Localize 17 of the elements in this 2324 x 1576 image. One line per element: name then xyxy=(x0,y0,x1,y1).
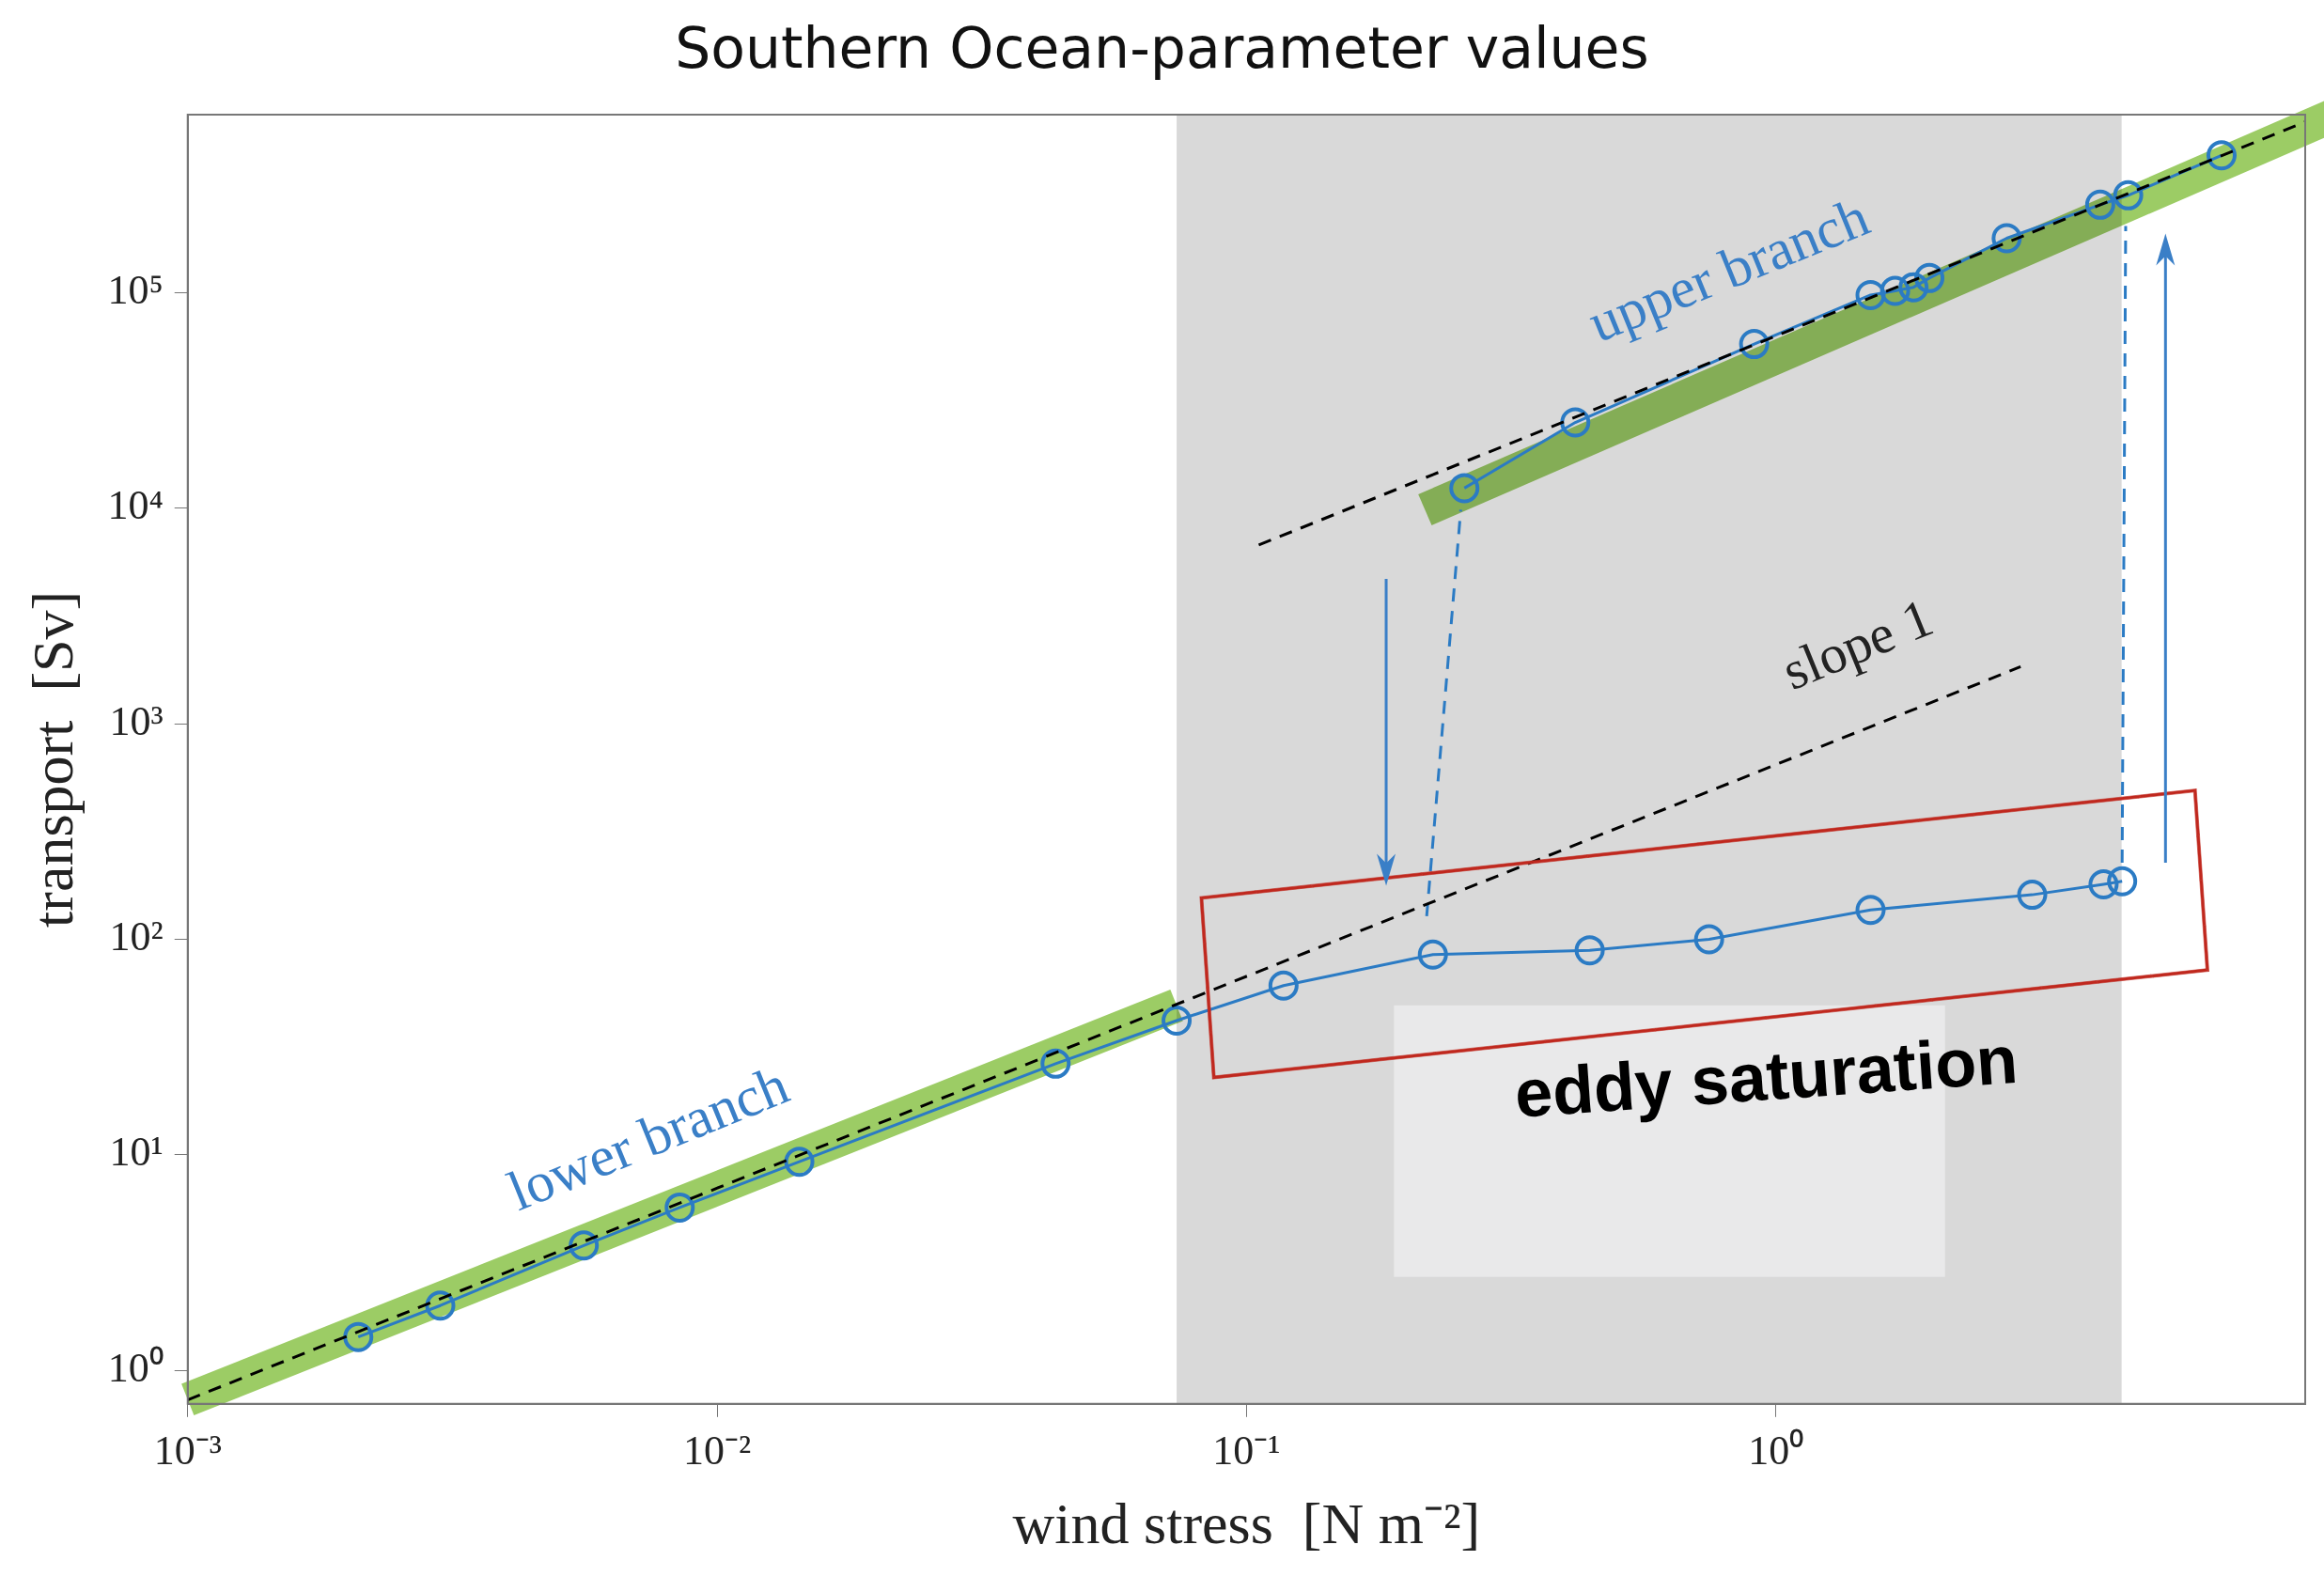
y-tick-label: 10⁴ xyxy=(107,482,164,529)
x-tick-label: 10⁰ xyxy=(1748,1427,1804,1474)
y-tick-label: 10² xyxy=(109,913,164,960)
x-axis-title: wind stress [N m⁻²] xyxy=(1012,1491,1481,1556)
annotation: lower branch xyxy=(499,1053,797,1223)
y-tick-label: 10⁰ xyxy=(107,1344,164,1391)
y-tick-label: 10¹ xyxy=(109,1129,164,1176)
annotation: eddy saturation xyxy=(1512,1021,2020,1131)
y-tick-label: 10³ xyxy=(109,697,164,744)
y-tick-label: 10⁵ xyxy=(107,267,164,314)
x-tick-label: 10⁻³ xyxy=(153,1427,222,1474)
annotation: slope 1 xyxy=(1773,585,1942,702)
x-tick-label: 10⁻¹ xyxy=(1212,1427,1281,1474)
x-tick-label: 10⁻² xyxy=(682,1427,752,1474)
chart-title: Southern Ocean-parameter values xyxy=(675,14,1649,81)
y-axis-title: transport [Sv] xyxy=(21,590,86,928)
annotation: upper branch xyxy=(1580,184,1878,354)
